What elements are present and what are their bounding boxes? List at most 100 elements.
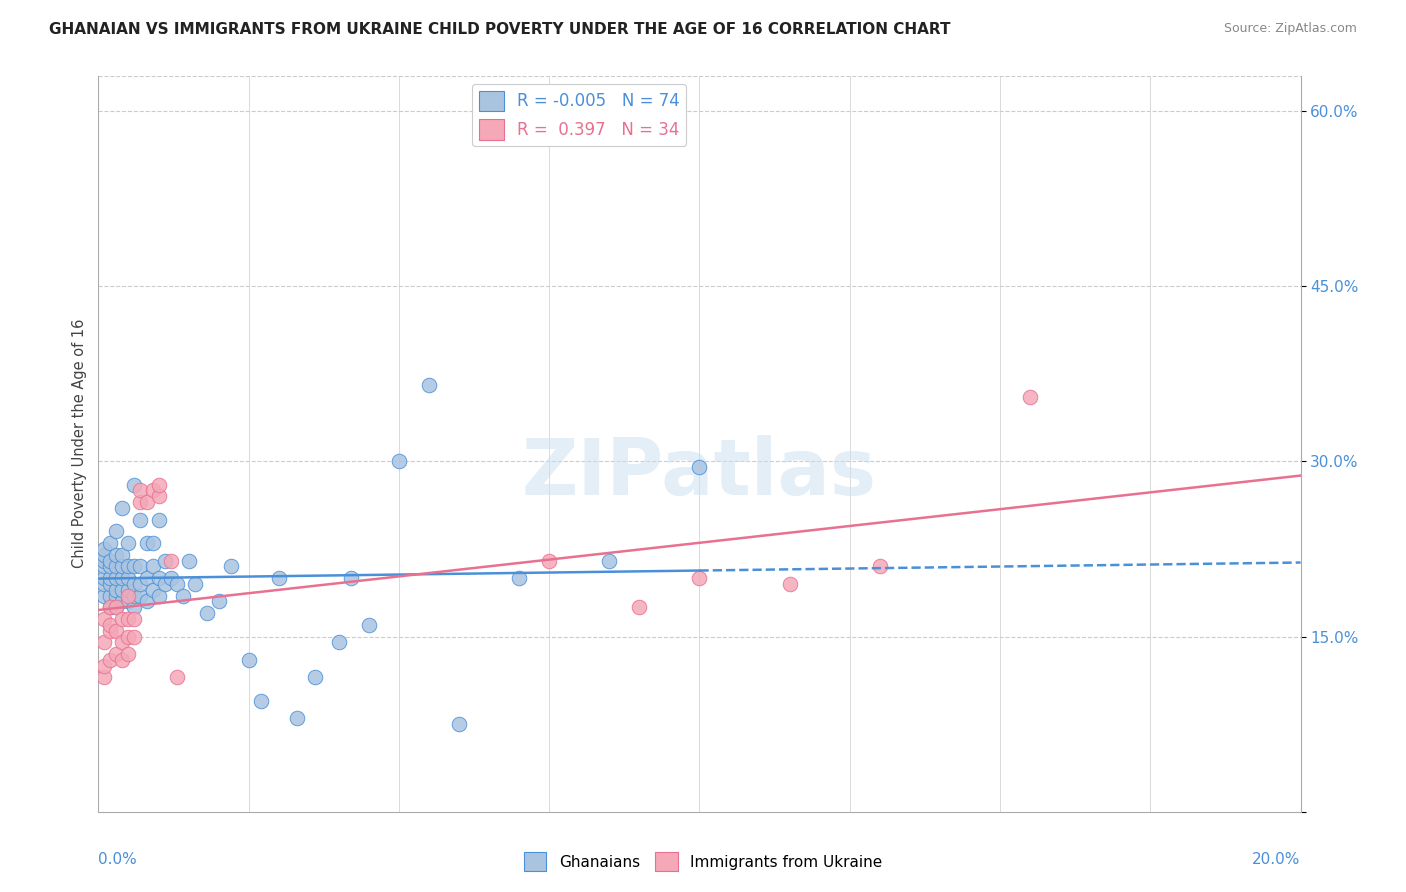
Point — [117, 559, 139, 574]
Point — [159, 571, 181, 585]
Point — [117, 612, 139, 626]
Point — [105, 600, 128, 615]
Point — [100, 600, 122, 615]
Point — [141, 536, 163, 550]
Point — [100, 571, 122, 585]
Point — [117, 647, 139, 661]
Point — [111, 612, 134, 626]
Legend: R = -0.005   N = 74, R =  0.397   N = 34: R = -0.005 N = 74, R = 0.397 N = 34 — [472, 84, 686, 146]
Point — [304, 670, 326, 684]
Point — [688, 571, 710, 585]
Point — [153, 577, 176, 591]
Point — [124, 612, 146, 626]
Point — [105, 600, 128, 615]
Point — [598, 553, 620, 567]
Point — [357, 617, 380, 632]
Point — [124, 477, 146, 491]
Point — [628, 600, 651, 615]
Legend: Ghanaians, Immigrants from Ukraine: Ghanaians, Immigrants from Ukraine — [517, 847, 889, 877]
Y-axis label: Child Poverty Under the Age of 16: Child Poverty Under the Age of 16 — [72, 319, 87, 568]
Point — [93, 670, 115, 684]
Point — [135, 571, 157, 585]
Point — [93, 635, 115, 649]
Point — [100, 653, 122, 667]
Point — [267, 571, 290, 585]
Point — [219, 559, 242, 574]
Point — [124, 577, 146, 591]
Point — [111, 559, 134, 574]
Point — [111, 635, 134, 649]
Point — [129, 513, 152, 527]
Point — [105, 559, 128, 574]
Point — [129, 495, 152, 509]
Point — [105, 571, 128, 585]
Point — [148, 477, 170, 491]
Point — [177, 553, 200, 567]
Point — [208, 594, 231, 608]
Point — [93, 658, 115, 673]
Point — [148, 489, 170, 503]
Point — [117, 589, 139, 603]
Point — [117, 594, 139, 608]
Point — [249, 694, 271, 708]
Point — [111, 582, 134, 597]
Point — [93, 559, 115, 574]
Point — [508, 571, 530, 585]
Text: 0.0%: 0.0% — [98, 852, 138, 867]
Point — [538, 553, 561, 567]
Point — [100, 589, 122, 603]
Point — [100, 617, 122, 632]
Point — [124, 630, 146, 644]
Point — [93, 553, 115, 567]
Point — [124, 589, 146, 603]
Point — [159, 553, 181, 567]
Point — [100, 624, 122, 638]
Point — [285, 711, 308, 725]
Point — [93, 548, 115, 562]
Point — [100, 536, 122, 550]
Point — [148, 571, 170, 585]
Point — [129, 577, 152, 591]
Point — [153, 553, 176, 567]
Text: Source: ZipAtlas.com: Source: ZipAtlas.com — [1223, 22, 1357, 36]
Point — [100, 577, 122, 591]
Point — [148, 513, 170, 527]
Point — [688, 460, 710, 475]
Point — [111, 501, 134, 516]
Text: GHANAIAN VS IMMIGRANTS FROM UKRAINE CHILD POVERTY UNDER THE AGE OF 16 CORRELATIO: GHANAIAN VS IMMIGRANTS FROM UKRAINE CHIL… — [49, 22, 950, 37]
Point — [388, 454, 411, 468]
Point — [105, 589, 128, 603]
Point — [141, 559, 163, 574]
Point — [117, 571, 139, 585]
Point — [105, 524, 128, 539]
Point — [141, 483, 163, 498]
Point — [166, 577, 188, 591]
Point — [124, 600, 146, 615]
Point — [418, 378, 440, 392]
Point — [447, 717, 470, 731]
Point — [105, 548, 128, 562]
Point — [124, 559, 146, 574]
Point — [117, 536, 139, 550]
Point — [183, 577, 205, 591]
Point — [117, 630, 139, 644]
Point — [129, 483, 152, 498]
Point — [135, 536, 157, 550]
Point — [117, 582, 139, 597]
Point — [93, 571, 115, 585]
Point — [135, 594, 157, 608]
Point — [238, 653, 260, 667]
Point — [93, 577, 115, 591]
Point — [105, 624, 128, 638]
Point — [129, 589, 152, 603]
Point — [141, 582, 163, 597]
Point — [869, 559, 891, 574]
Text: ZIPatlas: ZIPatlas — [522, 435, 877, 511]
Point — [93, 612, 115, 626]
Point — [328, 635, 350, 649]
Point — [111, 594, 134, 608]
Point — [100, 553, 122, 567]
Point — [195, 606, 218, 620]
Point — [93, 541, 115, 556]
Point — [100, 559, 122, 574]
